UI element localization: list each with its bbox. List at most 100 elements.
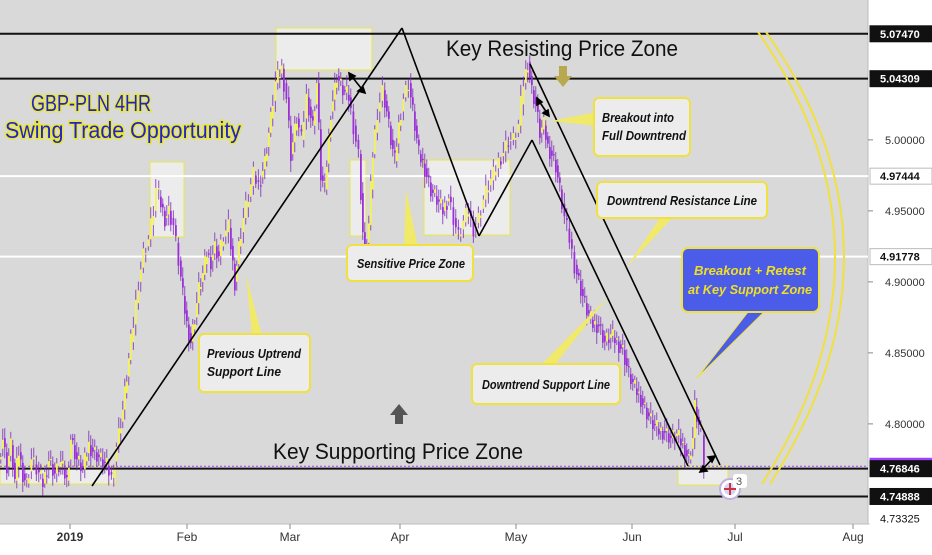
price-tag-bg <box>869 25 932 43</box>
candle <box>82 466 84 468</box>
candle <box>590 311 592 316</box>
candle <box>264 156 266 170</box>
candle <box>372 157 374 190</box>
candle <box>290 125 292 161</box>
candle <box>330 119 332 138</box>
candle <box>638 391 640 393</box>
candle <box>517 123 520 133</box>
candle <box>535 97 537 105</box>
candle <box>426 168 428 178</box>
candle <box>606 332 608 342</box>
candle <box>74 445 76 460</box>
candle <box>703 435 705 470</box>
candle <box>465 208 467 223</box>
candle <box>182 278 184 288</box>
candle <box>360 154 362 200</box>
downtrend-support-line <box>531 139 689 467</box>
candle <box>42 478 44 487</box>
candle <box>472 219 475 237</box>
candle <box>622 344 624 348</box>
candle <box>168 205 170 215</box>
candle <box>336 82 338 88</box>
candle <box>92 447 94 452</box>
candle <box>608 339 610 343</box>
candle <box>407 89 410 92</box>
double-arrows <box>347 71 717 474</box>
candle <box>553 154 555 156</box>
x-tick-label: Jun <box>622 530 641 544</box>
candle <box>688 454 690 456</box>
candle <box>379 102 381 112</box>
candle <box>152 215 155 226</box>
candle <box>334 82 336 100</box>
candle <box>292 142 294 155</box>
candle <box>497 157 500 169</box>
candle <box>355 125 357 142</box>
price-tag-bg <box>869 460 932 478</box>
candle <box>559 177 561 183</box>
candle <box>66 475 68 478</box>
candle <box>502 152 505 157</box>
price-tag-bg <box>869 487 932 505</box>
candle <box>50 459 52 461</box>
candle <box>58 470 60 473</box>
price-tag-label: 4.76846 <box>880 464 920 476</box>
time-axis <box>0 524 932 550</box>
y-tick-label: 4.80000 <box>885 419 925 431</box>
candle <box>495 171 497 176</box>
x-tick-label: Feb <box>177 530 198 544</box>
candle <box>434 189 436 193</box>
candle <box>636 388 638 396</box>
candle <box>102 459 104 467</box>
candle <box>563 203 566 217</box>
candle <box>80 462 82 472</box>
candle <box>422 158 424 161</box>
candle <box>452 207 455 225</box>
candle <box>8 455 10 467</box>
candle <box>60 461 62 467</box>
candle <box>24 473 26 481</box>
candle <box>618 341 620 353</box>
candle <box>477 212 480 223</box>
candle <box>644 402 646 404</box>
candle <box>218 251 220 257</box>
candle <box>650 413 652 417</box>
candle <box>588 310 590 314</box>
candle <box>610 334 612 338</box>
candle <box>78 455 80 460</box>
candle <box>196 303 198 318</box>
candle <box>145 253 147 255</box>
candle <box>580 280 582 296</box>
candle <box>551 150 553 156</box>
candle <box>450 196 452 203</box>
x-tick-label: Apr <box>391 530 410 544</box>
price-tag-label: 4.73325 <box>880 514 920 526</box>
candle <box>420 154 422 163</box>
candle <box>150 218 152 240</box>
candle <box>664 430 666 433</box>
price-tag-label: 5.04309 <box>880 74 920 86</box>
candle <box>128 358 130 377</box>
x-tick-label: Jul <box>727 530 742 544</box>
candle <box>110 472 113 475</box>
candle <box>684 445 686 459</box>
x-ticks: 2019 Feb Mar Apr May Jun Jul Aug <box>57 524 864 544</box>
candle <box>118 428 120 446</box>
flag-badge[interactable]: 3 <box>719 474 747 500</box>
price-tags: 5.074705.043094.974444.917784.770164.768… <box>869 25 932 528</box>
candle <box>314 111 316 126</box>
candle <box>272 105 274 119</box>
candle <box>142 248 145 268</box>
price-tag-bg <box>869 70 932 88</box>
candle <box>294 123 296 143</box>
candle <box>18 455 20 467</box>
candle <box>48 461 50 468</box>
candle <box>400 119 402 126</box>
trend-lines <box>91 27 721 487</box>
candle <box>648 412 650 417</box>
candle <box>438 199 440 202</box>
candle <box>2 439 4 449</box>
candle <box>584 296 586 298</box>
candle <box>62 460 64 464</box>
